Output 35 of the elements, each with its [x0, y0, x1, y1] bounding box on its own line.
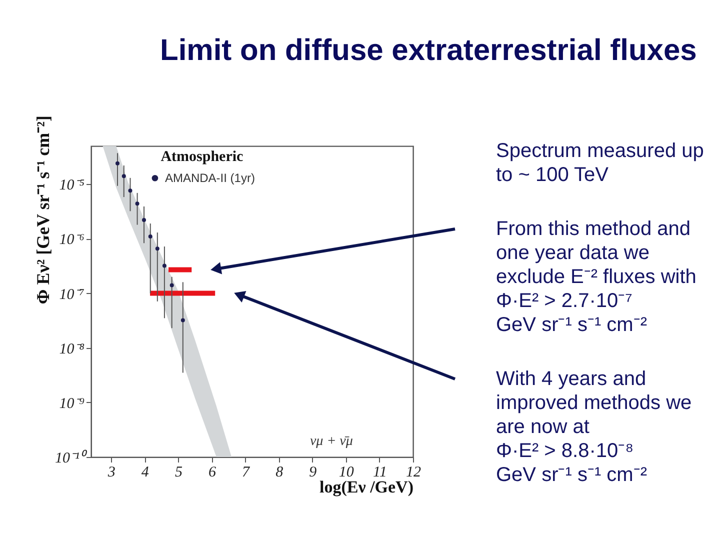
point — [142, 218, 146, 222]
text: With 4 years and improved methods we are now at Φ·E² > 8.8·10⁻⁸ GeV sr⁻¹ s⁻¹ cm⁻² — [496, 368, 692, 486]
chart-title: Limit on diffuse extraterrestrial fluxes — [160, 34, 697, 67]
text: Spectrum measured up to ~ 100 TeV — [496, 140, 704, 186]
point — [116, 161, 120, 166]
annotation: νμ + ν̄μ — [310, 434, 353, 449]
point — [135, 202, 140, 206]
x-tick-label: 12 — [406, 464, 422, 480]
y-tick-label: 10⁻⁹ — [59, 396, 84, 412]
x-tick-label: 9 — [309, 464, 318, 480]
y-tick-label: 10⁻⁷ — [59, 286, 84, 303]
text: From this method and one year data we exclude E⁻² fluxes with Φ·E² > 2.7·10⁻⁷ GeV sr⁻¹ s⁻¹ cm⁻² — [496, 218, 696, 336]
x-tick-label: 8 — [276, 464, 284, 480]
x-tick-label: 4 — [141, 464, 150, 480]
y-tick-label: 10⁻⁵ — [59, 178, 84, 194]
y-tick-label: 10⁻⁶ — [59, 232, 84, 248]
x-tick-label: 3 — [106, 464, 116, 480]
y-tick-label: 10⁻¹⁰ — [55, 450, 88, 466]
x-axis-title: log(Eν /GeV) — [320, 478, 414, 496]
point — [122, 174, 126, 178]
point — [155, 246, 160, 251]
point — [180, 318, 185, 322]
legend-label: AMANDA-II (1yr) — [164, 171, 255, 186]
legend-title: Atmospheric — [160, 149, 244, 166]
point — [162, 264, 166, 268]
x-tick-label: 7 — [242, 464, 252, 480]
x-tick-label: 10 — [338, 464, 354, 480]
point — [170, 283, 174, 288]
x-tick-label: 5 — [174, 464, 183, 480]
point — [148, 234, 152, 238]
y-axis-title: Φ Eν² [GeV sr⁻¹ s⁻¹ cm⁻²] — [33, 116, 54, 304]
point — [128, 188, 132, 193]
y-tick-label: 10⁻⁸ — [59, 341, 84, 358]
x-tick-label: 11 — [373, 464, 387, 480]
x-tick-label: 6 — [208, 464, 216, 480]
